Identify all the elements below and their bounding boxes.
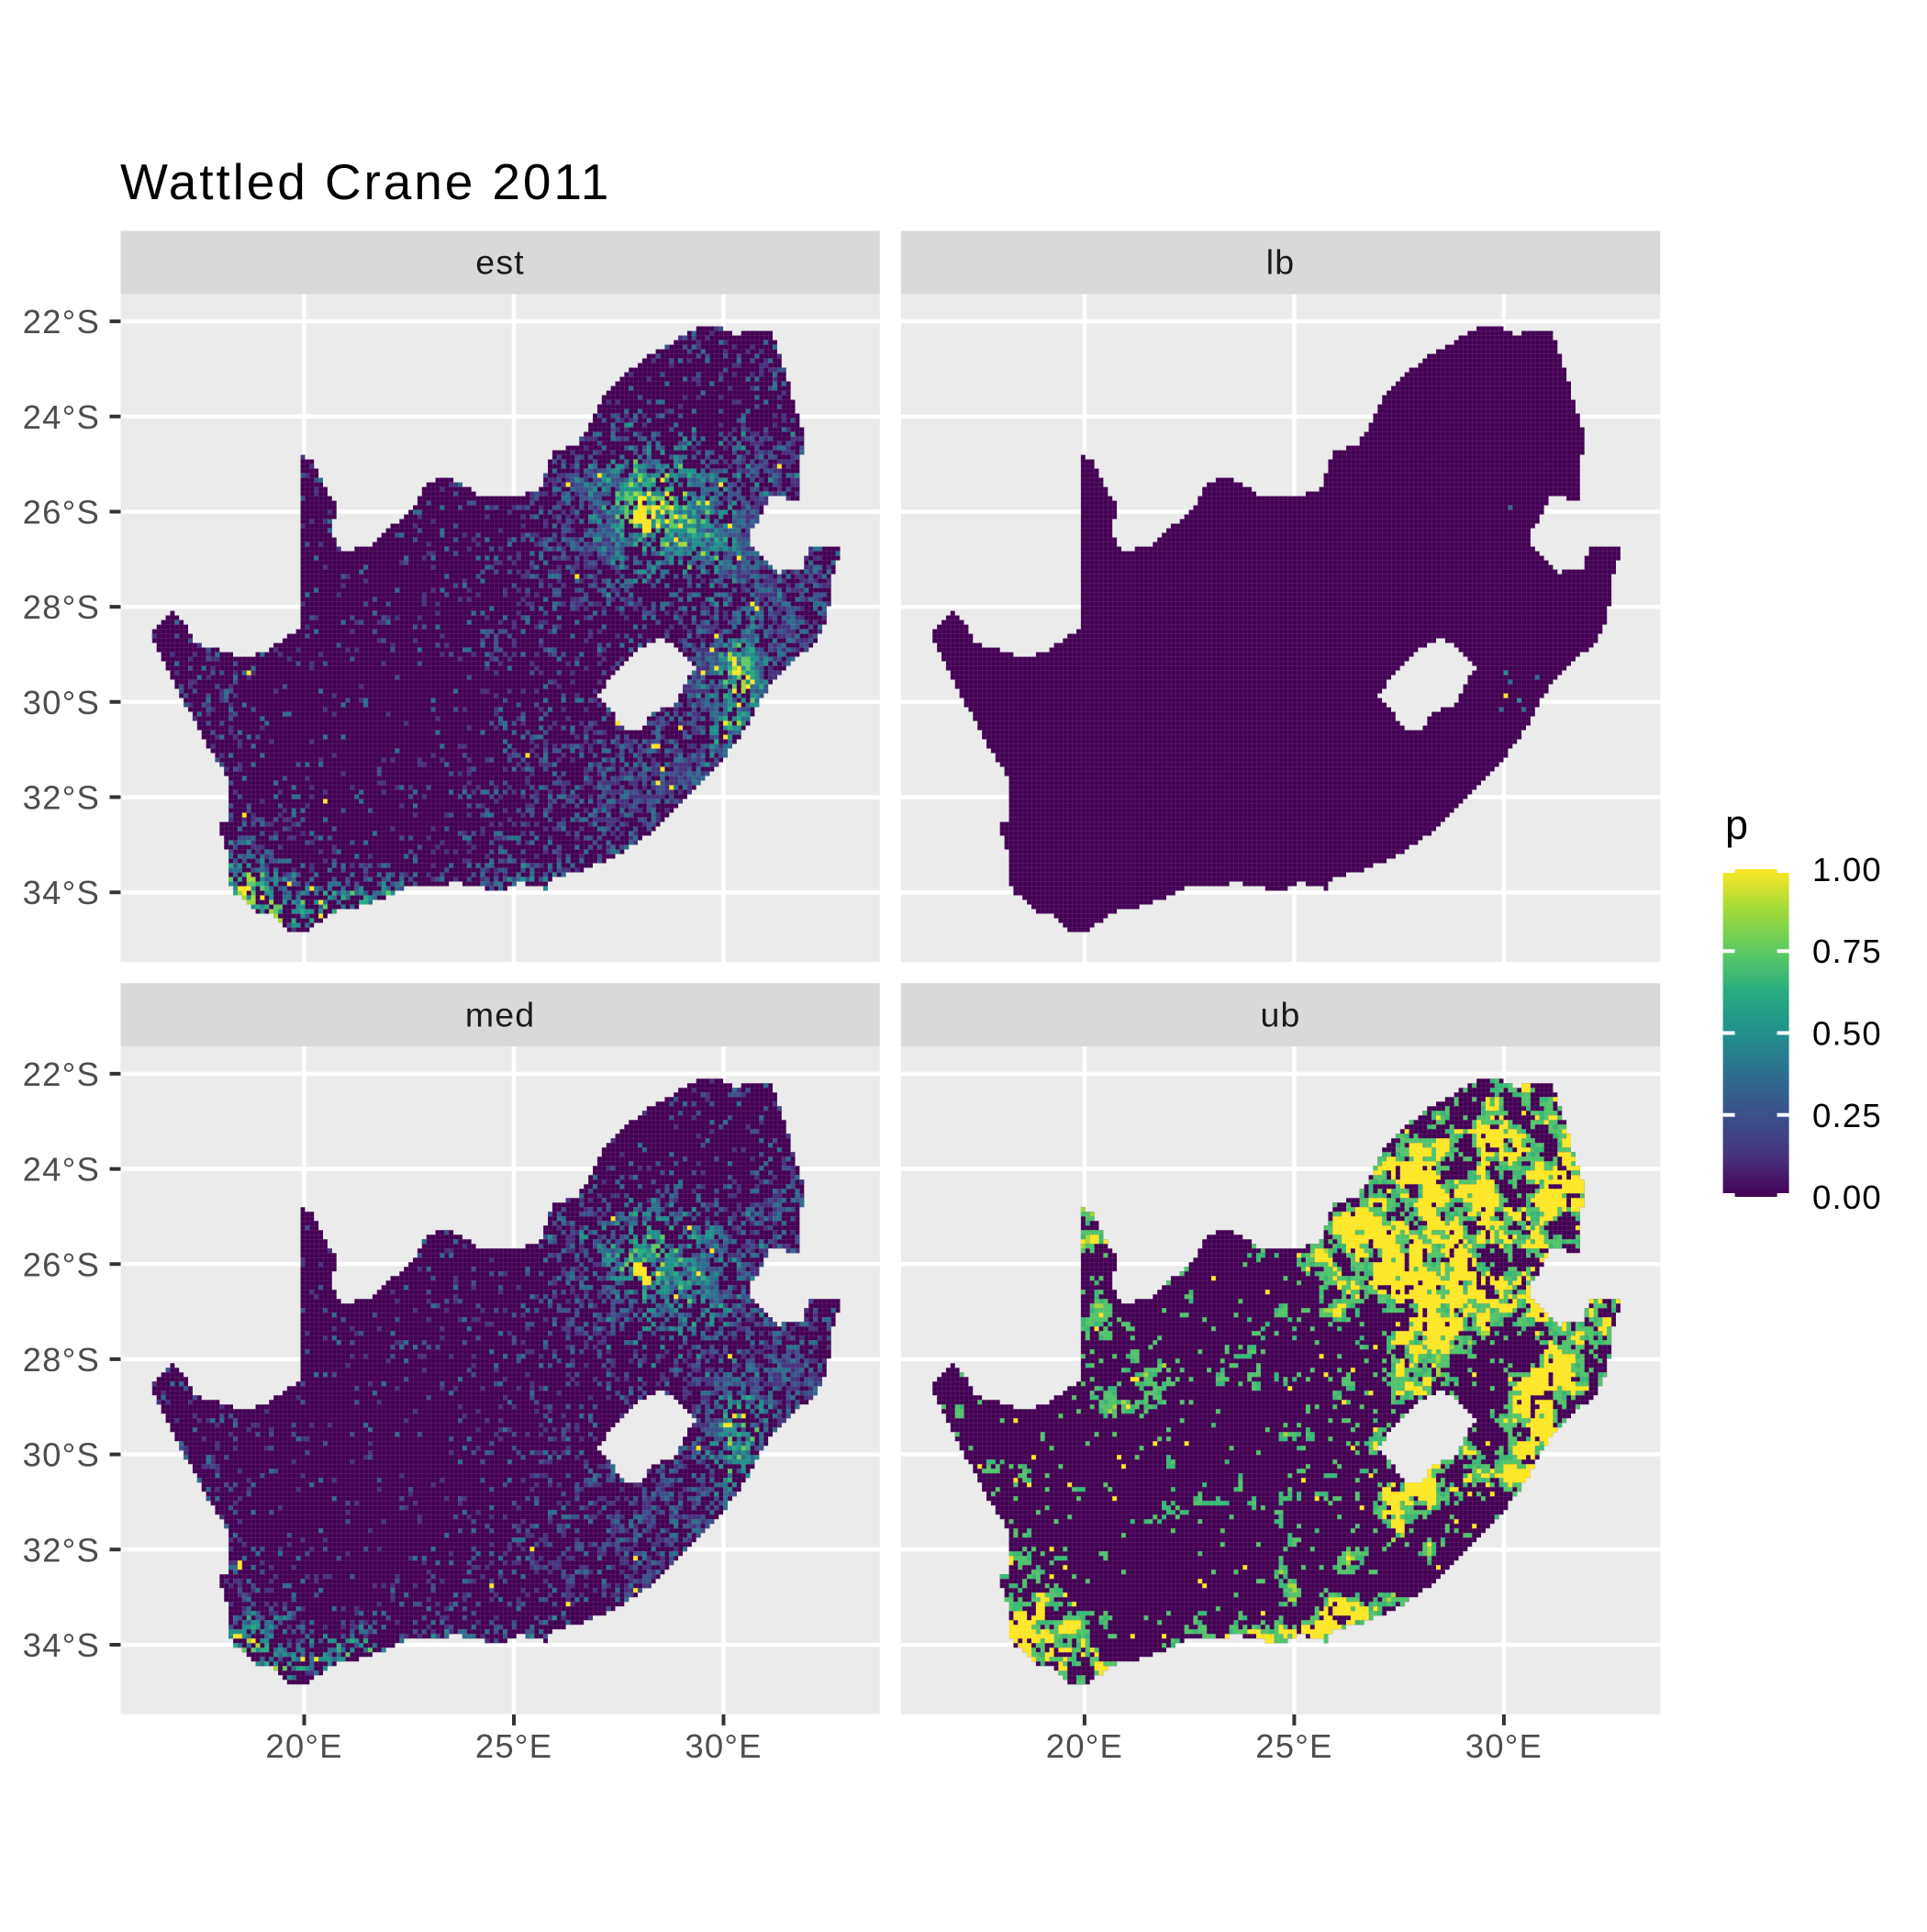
svg-text:26°S: 26°S (23, 1245, 100, 1283)
svg-text:20°E: 20°E (265, 1727, 342, 1765)
svg-text:25°E: 25°E (475, 1727, 552, 1765)
svg-text:ub: ub (1260, 995, 1300, 1033)
svg-text:30°S: 30°S (23, 684, 100, 721)
svg-text:lb: lb (1266, 243, 1296, 282)
svg-text:24°S: 24°S (23, 1151, 100, 1189)
svg-text:est: est (475, 243, 525, 282)
svg-text:30°E: 30°E (1465, 1727, 1543, 1765)
svg-text:0.25: 0.25 (1812, 1097, 1882, 1134)
svg-text:Wattled Crane 2011: Wattled Crane 2011 (120, 153, 611, 210)
svg-text:34°S: 34°S (23, 874, 100, 911)
svg-text:32°S: 32°S (23, 779, 100, 817)
svg-text:med: med (465, 995, 536, 1033)
svg-text:22°S: 22°S (23, 1055, 100, 1093)
svg-text:0.50: 0.50 (1812, 1015, 1882, 1053)
svg-text:30°E: 30°E (685, 1727, 762, 1765)
svg-text:0.00: 0.00 (1812, 1178, 1882, 1216)
svg-text:24°S: 24°S (23, 398, 100, 436)
svg-text:26°S: 26°S (23, 494, 100, 531)
svg-text:25°E: 25°E (1255, 1727, 1332, 1765)
svg-text:1.00: 1.00 (1812, 851, 1882, 888)
svg-text:32°S: 32°S (23, 1531, 100, 1569)
svg-text:22°S: 22°S (23, 303, 100, 341)
svg-text:28°S: 28°S (23, 1341, 100, 1379)
svg-text:30°S: 30°S (23, 1436, 100, 1474)
svg-text:28°S: 28°S (23, 588, 100, 626)
svg-text:0.75: 0.75 (1812, 932, 1882, 970)
svg-text:34°S: 34°S (23, 1626, 100, 1664)
svg-text:20°E: 20°E (1046, 1727, 1123, 1765)
svg-text:p: p (1725, 801, 1748, 848)
